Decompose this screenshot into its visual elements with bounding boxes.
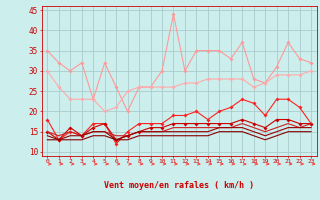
Text: Vent moyen/en rafales ( km/h ): Vent moyen/en rafales ( km/h ) [104, 182, 254, 190]
